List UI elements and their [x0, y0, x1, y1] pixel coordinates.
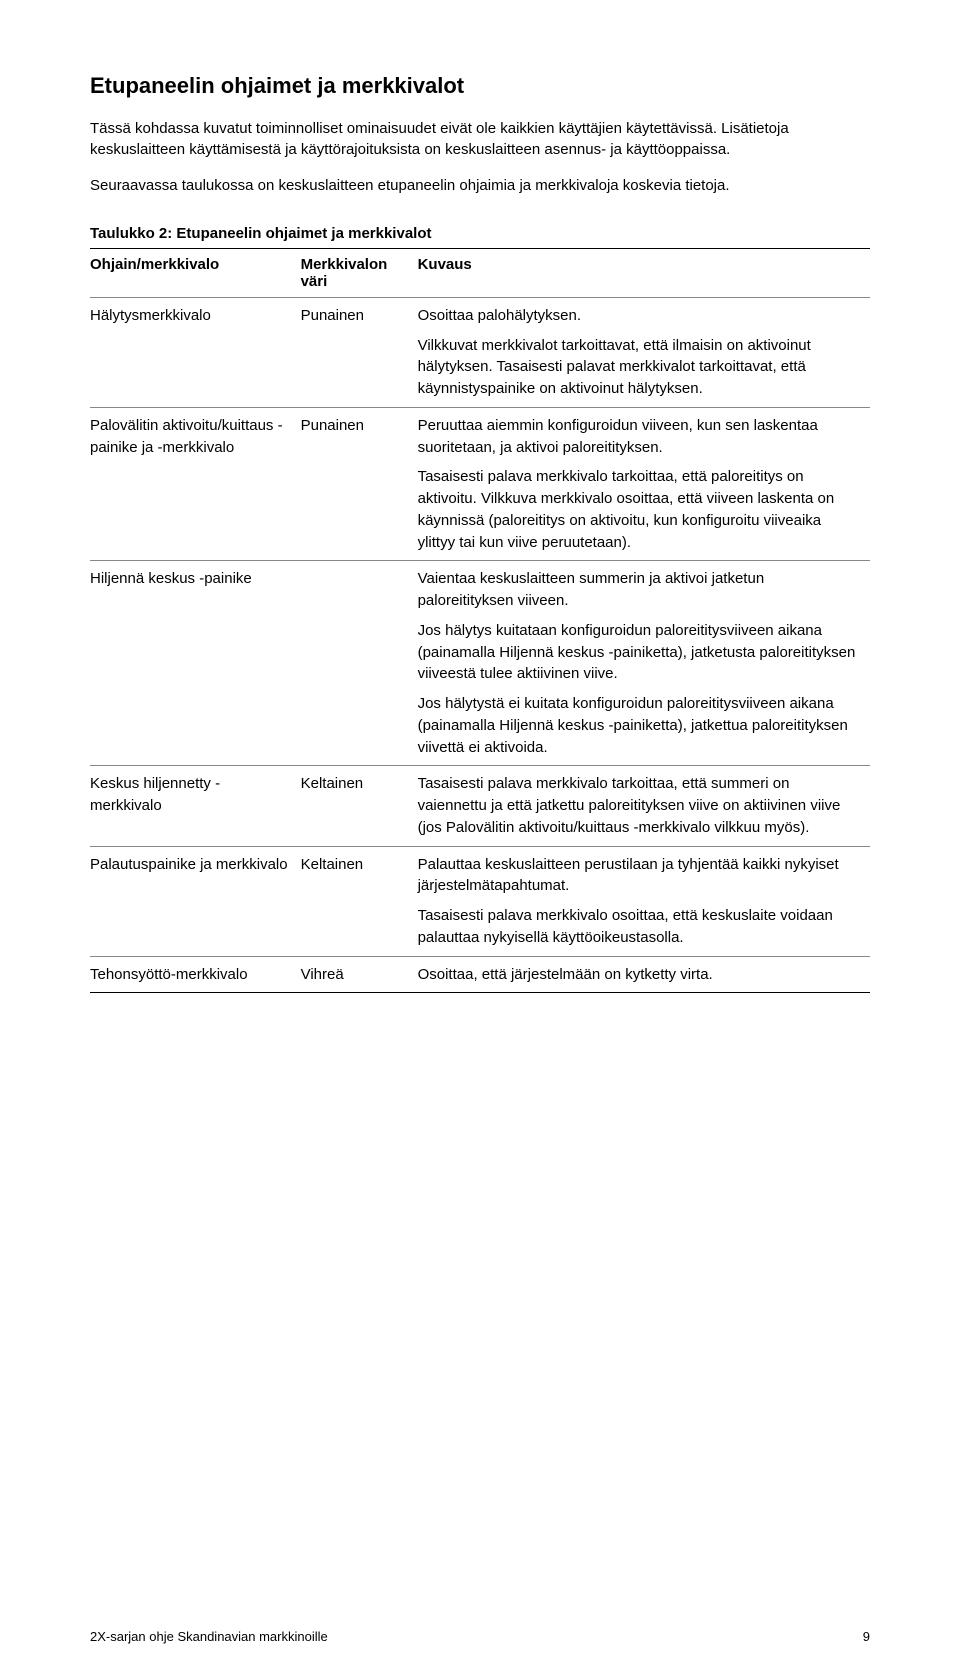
- cell-control: Palautuspainike ja merkkivalo: [90, 846, 301, 956]
- table-row: Tehonsyöttö-merkkivalo Vihreä Osoittaa, …: [90, 956, 870, 993]
- table-row: Palautuspainike ja merkkivalo Keltainen …: [90, 846, 870, 956]
- cell-control: Palovälitin aktivoitu/kuittaus -painike …: [90, 407, 301, 561]
- cell-control: Keskus hiljennetty -merkkivalo: [90, 766, 301, 846]
- cell-desc: Tasaisesti palava merkkivalo tarkoittaa,…: [418, 766, 870, 846]
- desc-paragraph: Palauttaa keskuslaitteen perustilaan ja …: [418, 854, 860, 898]
- table-row: Palovälitin aktivoitu/kuittaus -painike …: [90, 407, 870, 561]
- desc-paragraph: Tasaisesti palava merkkivalo osoittaa, e…: [418, 905, 860, 949]
- cell-color: Vihreä: [301, 956, 418, 993]
- cell-desc: Vaientaa keskuslaitteen summerin ja akti…: [418, 561, 870, 766]
- table-row: Hälytysmerkkivalo Punainen Osoittaa palo…: [90, 297, 870, 407]
- desc-paragraph: Vilkkuvat merkkivalot tarkoittavat, että…: [418, 335, 860, 400]
- section-title: Etupaneelin ohjaimet ja merkkivalot: [90, 72, 870, 100]
- table-header-row: Ohjain/merkkivalo Merkkivalon väri Kuvau…: [90, 248, 870, 297]
- th-control: Ohjain/merkkivalo: [90, 248, 301, 297]
- th-desc: Kuvaus: [418, 248, 870, 297]
- cell-control: Hiljennä keskus -painike: [90, 561, 301, 766]
- cell-color: Keltainen: [301, 846, 418, 956]
- table-row: Keskus hiljennetty -merkkivalo Keltainen…: [90, 766, 870, 846]
- controls-table: Ohjain/merkkivalo Merkkivalon väri Kuvau…: [90, 248, 870, 994]
- footer-page-number: 9: [863, 1629, 870, 1644]
- footer-title: 2X-sarjan ohje Skandinavian markkinoille: [90, 1629, 328, 1644]
- cell-color: [301, 561, 418, 766]
- cell-control: Hälytysmerkkivalo: [90, 297, 301, 407]
- cell-desc: Osoittaa palohälytyksen. Vilkkuvat merkk…: [418, 297, 870, 407]
- desc-paragraph: Osoittaa palohälytyksen.: [418, 305, 860, 327]
- desc-paragraph: Peruuttaa aiemmin konfiguroidun viiveen,…: [418, 415, 860, 459]
- cell-desc: Palauttaa keskuslaitteen perustilaan ja …: [418, 846, 870, 956]
- th-color: Merkkivalon väri: [301, 248, 418, 297]
- cell-color: Keltainen: [301, 766, 418, 846]
- page-footer: 2X-sarjan ohje Skandinavian markkinoille…: [90, 1629, 870, 1644]
- desc-paragraph: Vaientaa keskuslaitteen summerin ja akti…: [418, 568, 860, 612]
- desc-paragraph: Jos hälytys kuitataan konfiguroidun palo…: [418, 620, 860, 685]
- cell-color: Punainen: [301, 407, 418, 561]
- cell-desc: Peruuttaa aiemmin konfiguroidun viiveen,…: [418, 407, 870, 561]
- table-row: Hiljennä keskus -painike Vaientaa keskus…: [90, 561, 870, 766]
- table-caption: Taulukko 2: Etupaneelin ohjaimet ja merk…: [90, 225, 870, 242]
- intro-paragraph-2: Seuraavassa taulukossa on keskuslaitteen…: [90, 175, 870, 197]
- desc-paragraph: Osoittaa, että järjestelmään on kytketty…: [418, 964, 860, 986]
- cell-color: Punainen: [301, 297, 418, 407]
- desc-paragraph: Tasaisesti palava merkkivalo tarkoittaa,…: [418, 773, 860, 838]
- intro-paragraph-1: Tässä kohdassa kuvatut toiminnolliset om…: [90, 118, 870, 162]
- desc-paragraph: Tasaisesti palava merkkivalo tarkoittaa,…: [418, 466, 860, 553]
- cell-desc: Osoittaa, että järjestelmään on kytketty…: [418, 956, 870, 993]
- desc-paragraph: Jos hälytystä ei kuitata konfiguroidun p…: [418, 693, 860, 758]
- cell-control: Tehonsyöttö-merkkivalo: [90, 956, 301, 993]
